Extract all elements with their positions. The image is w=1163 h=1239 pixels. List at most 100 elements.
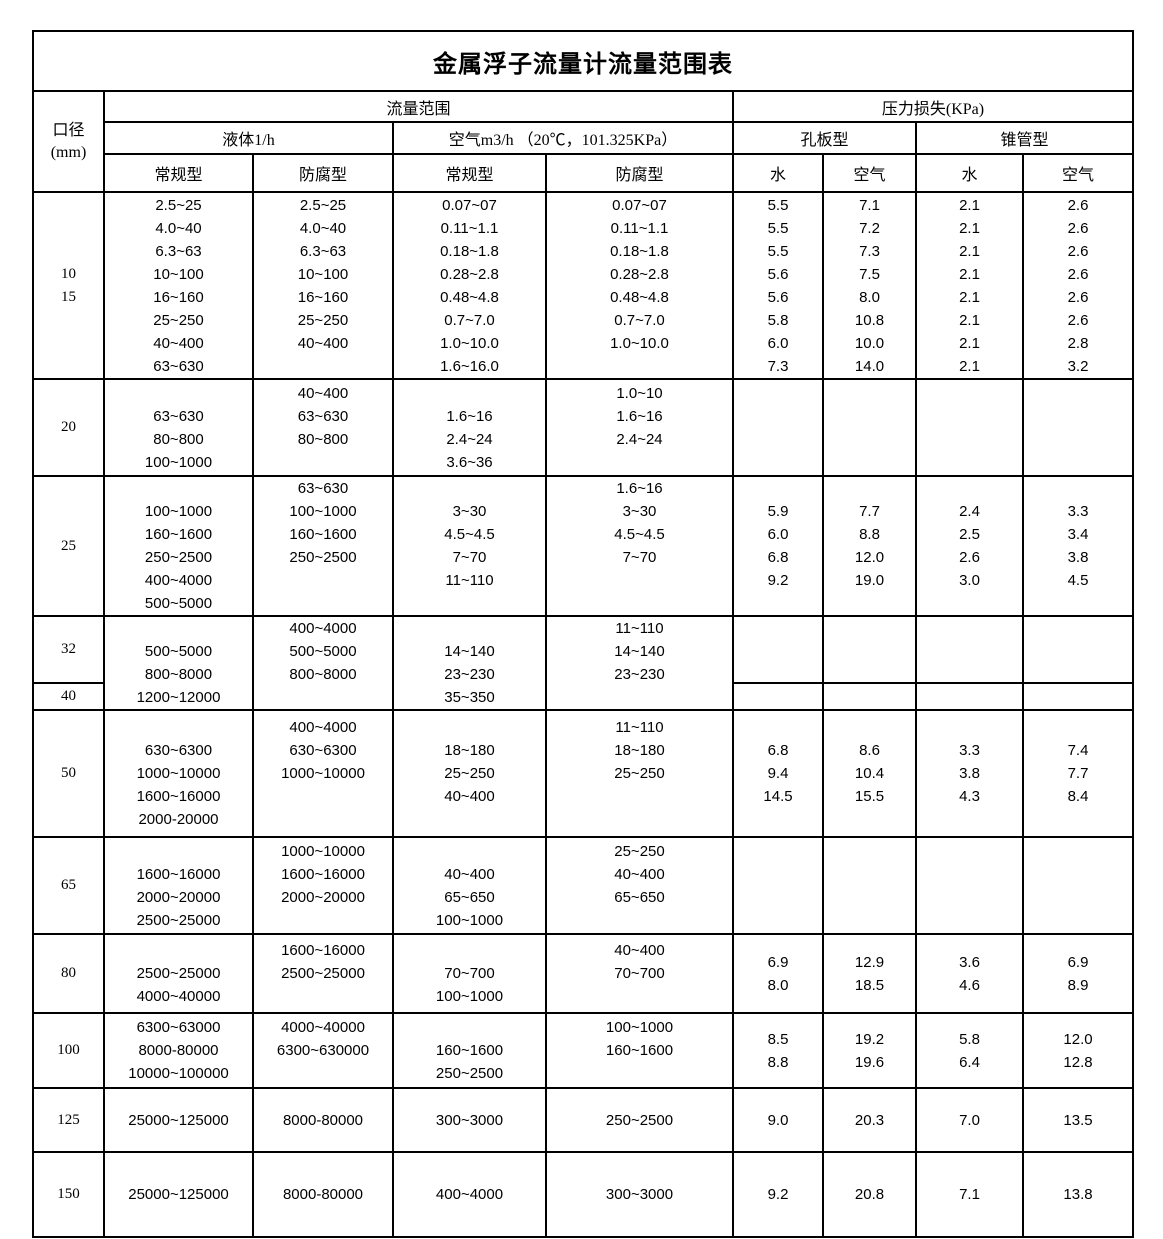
cell-80-liq-normal: 2500~25000 4000~40000 xyxy=(103,933,254,1014)
cell-line: 2.6 xyxy=(1067,219,1089,237)
header-cone-air: 空气 xyxy=(1022,153,1134,193)
cell-line: 63~630 xyxy=(297,407,349,425)
cell-line: 6.4 xyxy=(959,1053,980,1071)
cell-line: 0.48~4.8 xyxy=(440,288,499,306)
cell-line: 11~110 xyxy=(615,620,664,637)
cell-100-cone-water: 5.8 6.4 xyxy=(915,1012,1024,1089)
cell-line: 400~4000 xyxy=(289,719,357,736)
cell-50-orifice-water: 6.8 9.4 14.5 xyxy=(732,709,824,838)
cell-line: 7~70 xyxy=(622,549,657,566)
cell-line: 160~1600 xyxy=(144,526,213,543)
cell-line: 2.1 xyxy=(959,288,980,306)
cell-150-orifice-water: 9.2 xyxy=(732,1151,824,1238)
cell-line: 100~1000 xyxy=(144,453,213,471)
cell-line xyxy=(548,686,731,708)
cell-10-15-air-anti: 0.07~07 0.11~1.1 0.18~1.8 0.28~2.8 0.48~4.8 0… xyxy=(545,191,734,380)
header-row-1: 口径 (mm) 流量范围 压力损失(KPa) xyxy=(32,90,1134,193)
cell-line: 19.6 xyxy=(854,1053,885,1071)
cell-150-liq-normal: 25000~125000 xyxy=(103,1151,254,1238)
cell-50-air-normal: 18~180 25~250 40~400 xyxy=(392,709,547,838)
cell-line xyxy=(548,1062,731,1085)
cell-line: 80 xyxy=(61,965,76,981)
cell-150-cone-air: 13.8 xyxy=(1022,1151,1134,1238)
cell-line: 2.1 xyxy=(959,242,980,260)
cell-80-cone-water: 3.6 4.6 xyxy=(915,933,1024,1014)
cell-line: 4.0~40 xyxy=(155,219,202,237)
cell-line: 63~630 xyxy=(153,407,204,425)
cell-line xyxy=(255,1062,391,1085)
cell-line: 70~700 xyxy=(444,965,495,982)
cell-line: 18~180 xyxy=(614,742,665,759)
cell-line: 63~630 xyxy=(153,357,204,375)
cell-line: 1000~10000 xyxy=(281,842,365,860)
bore-65: 65 xyxy=(32,836,105,935)
cell-10-15-liq-anti: 2.5~25 4.0~40 6.3~63 10~100 16~160 25~250 40~4… xyxy=(252,191,394,380)
cell-32-40-air-normal: 14~140 23~230 35~350 xyxy=(392,615,547,711)
cell-32-40-liq-normal: 500~5000 800~8000 1200~12000 xyxy=(103,615,254,711)
cell-line: 14~140 xyxy=(614,643,665,660)
cell-line: 80~800 xyxy=(297,430,349,448)
cell-line: 20.3 xyxy=(854,1111,885,1129)
cell-line xyxy=(395,382,544,405)
cell-line: 25~250 xyxy=(297,311,349,329)
cell-line xyxy=(395,478,544,500)
cell-32-cone-air xyxy=(1022,614,1134,685)
cell-line: 5.6 xyxy=(767,265,789,283)
cell-40-orifice-water xyxy=(732,682,824,711)
cell-line: 10~100 xyxy=(153,265,204,283)
cell-line: 100~1000 xyxy=(435,911,504,929)
cell-line: 2500~25000 xyxy=(136,965,221,982)
cell-line xyxy=(395,618,544,640)
cell-line xyxy=(548,355,731,378)
row-bore-10-15: 10 15 2.5~25 4.0~40 6.3~63 10~100 16~160 25~250… xyxy=(32,191,1134,380)
cell-line: 7.3 xyxy=(859,242,880,260)
title-row: 金属浮子流量计流量范围表 xyxy=(32,30,1134,92)
cell-line: 2000~20000 xyxy=(136,888,221,906)
cell-line: 3.8 xyxy=(1067,549,1089,566)
cell-line: 8.4 xyxy=(1067,788,1089,805)
cell-line: 8000-80000 xyxy=(138,1042,219,1059)
cell-line: 18.5 xyxy=(854,976,885,994)
cell-125-air-normal: 300~3000 xyxy=(392,1087,547,1153)
cell-line: 2500~25000 xyxy=(281,965,365,982)
cell-line xyxy=(395,840,544,863)
cell-line xyxy=(255,592,391,614)
row-bore-32: 32 500~5000 800~8000 1200~12000 400~4000 500~… xyxy=(32,614,1134,711)
cell-line xyxy=(255,686,391,708)
cell-line: 0.28~2.8 xyxy=(440,265,499,283)
cell-line: 630~6300 xyxy=(144,742,213,759)
cell-32-cone-water xyxy=(915,614,1024,685)
header-bore-line1: 口径 xyxy=(52,121,85,139)
cell-20-liq-normal: 63~630 80~800 100~1000 xyxy=(103,378,254,477)
cell-line: 2.6 xyxy=(1067,288,1089,306)
cell-line: 500~5000 xyxy=(144,595,213,612)
cell-line: 40~400 xyxy=(153,334,204,352)
bore-20: 20 xyxy=(32,378,105,477)
cell-line: 6.0 xyxy=(767,526,789,543)
header-pressure-loss: 压力损失(KPa) xyxy=(732,90,1134,123)
cell-line: 2.1 xyxy=(959,219,980,237)
cell-line: 0.11~1.1 xyxy=(440,219,499,237)
cell-line: 4.5 xyxy=(1067,572,1089,589)
cell-line: 0.18~1.8 xyxy=(440,242,499,260)
cell-line: 2.6 xyxy=(1067,196,1089,214)
cell-line: 2.8 xyxy=(1067,334,1089,352)
cell-10-15-liq-normal: 2.5~25 4.0~40 6.3~63 10~100 16~160 25~250 40~4… xyxy=(103,191,254,380)
cell-line: 7.5 xyxy=(859,265,880,283)
cell-line: 8.5 xyxy=(767,1030,789,1048)
cell-line: 10.4 xyxy=(854,765,885,782)
cell-line: 0.18~1.8 xyxy=(610,242,669,260)
cell-line: 4.5~4.5 xyxy=(444,526,495,543)
cell-line: 1.6~16 xyxy=(616,480,663,497)
cell-line xyxy=(918,592,1021,614)
cell-80-air-anti: 40~400 70~700 xyxy=(545,933,734,1014)
cell-line: 1600~16000 xyxy=(136,865,221,883)
cell-line: 1.0~10.0 xyxy=(610,334,669,352)
cell-line: 40~400 xyxy=(444,788,495,805)
cell-line: 3~30 xyxy=(622,503,657,520)
header-liquid-anticorrosion: 防腐型 xyxy=(252,153,394,193)
cell-line: 5.5 xyxy=(767,242,789,260)
cell-line: 5.9 xyxy=(767,503,789,520)
cell-line: 25~250 xyxy=(444,765,495,782)
cell-65-orifice-air xyxy=(822,836,917,935)
